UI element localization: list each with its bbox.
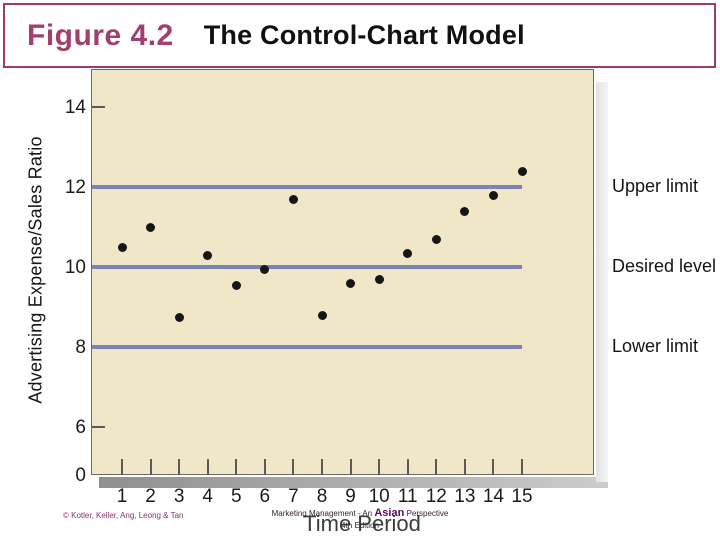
chart-shadow-right xyxy=(596,82,608,482)
x-axis-tick xyxy=(206,459,209,475)
x-axis-tick-label: 15 xyxy=(511,486,533,507)
y-axis-tick-label: 0 xyxy=(75,465,86,486)
y-axis-tick-label: 12 xyxy=(64,177,86,198)
y-axis-tick-label: 14 xyxy=(64,97,86,118)
data-point xyxy=(288,194,298,204)
x-axis-tick xyxy=(406,459,409,475)
data-point xyxy=(203,250,213,260)
data-point xyxy=(231,280,241,290)
header-box: Figure 4.2 The Control-Chart Model xyxy=(3,3,716,68)
x-axis-title: Time Period xyxy=(303,511,421,536)
x-axis-tick-label: 13 xyxy=(454,486,476,507)
x-axis-tick xyxy=(178,459,181,475)
upper-limit-line xyxy=(92,185,522,189)
upper-limit-label: Upper limit xyxy=(612,176,699,196)
data-point xyxy=(403,248,413,258)
data-point xyxy=(146,222,156,232)
y-axis-tick xyxy=(92,106,105,108)
page-title: The Control-Chart Model xyxy=(203,20,525,50)
x-axis-tick-label: 1 xyxy=(116,486,128,507)
data-point xyxy=(346,278,356,288)
y-axis-tick-label: 10 xyxy=(64,257,86,278)
x-axis-tick-label: 8 xyxy=(316,486,328,507)
x-axis-tick-label: 4 xyxy=(202,486,213,507)
data-point xyxy=(460,206,470,216)
x-axis-tick xyxy=(121,459,123,475)
x-axis-tick xyxy=(235,459,238,475)
y-axis-tick-label: 8 xyxy=(75,337,86,358)
copyright-text: © Kotler, Keller, Ang, Leong & Tan xyxy=(63,511,184,520)
y-axis-tick xyxy=(92,426,105,428)
data-point xyxy=(517,166,527,176)
data-point xyxy=(317,310,327,320)
x-axis-tick xyxy=(292,459,295,475)
x-axis-tick-label: 12 xyxy=(425,486,447,507)
x-axis-tick-label: 6 xyxy=(259,486,271,507)
desired-level-line xyxy=(92,265,522,269)
data-point xyxy=(174,312,184,322)
x-axis-tick-label: 3 xyxy=(173,486,185,507)
book-title-suffix: Perspective xyxy=(406,509,449,518)
data-point xyxy=(488,190,498,200)
x-axis-tick xyxy=(321,459,323,475)
x-axis-tick xyxy=(435,459,438,475)
book-title-prefix: Marketing Management - An xyxy=(271,509,373,518)
x-axis-tick xyxy=(378,459,381,475)
data-point xyxy=(431,234,441,244)
data-point xyxy=(117,242,127,252)
data-point xyxy=(374,274,384,284)
x-axis-tick-label: 9 xyxy=(345,486,356,507)
data-point xyxy=(260,264,270,274)
x-axis-tick-label: 7 xyxy=(288,486,299,507)
x-axis-tick xyxy=(463,459,466,475)
desired-level-label: Desired level xyxy=(612,256,717,276)
figure-label: Figure 4.2 xyxy=(27,18,174,52)
edition-text: 4th Edition xyxy=(341,521,379,530)
chart-plot-area xyxy=(91,69,594,475)
x-axis-tick xyxy=(521,459,523,475)
x-axis-tick-label: 10 xyxy=(368,486,390,507)
x-axis-tick-label: 11 xyxy=(397,486,418,507)
x-axis-tick xyxy=(492,459,495,475)
lower-limit-label: Lower limit xyxy=(612,336,699,356)
lower-limit-line xyxy=(92,345,522,349)
x-axis-tick-label: 14 xyxy=(482,486,504,507)
y-axis-tick-label: 6 xyxy=(75,417,86,438)
x-axis-tick xyxy=(349,459,352,475)
x-axis-tick-label: 5 xyxy=(230,486,242,507)
x-axis-tick xyxy=(149,459,152,475)
chart-shadow-bottom xyxy=(99,477,608,488)
x-axis-tick xyxy=(263,459,266,475)
x-axis-tick-label: 2 xyxy=(145,486,156,507)
book-title-line: Marketing Management - An Asian Perspect… xyxy=(0,507,720,519)
book-title-highlight: Asian xyxy=(374,507,405,519)
